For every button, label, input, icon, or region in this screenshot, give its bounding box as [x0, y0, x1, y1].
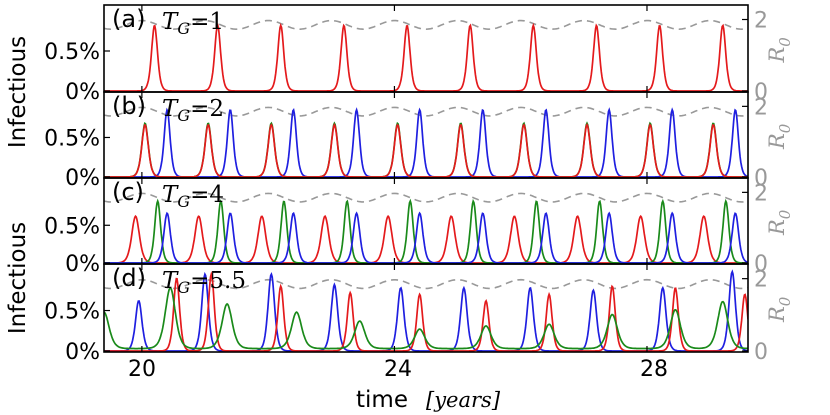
panel-label-c: (c): [112, 178, 144, 206]
y-tick-label-b-0: 0%: [65, 166, 100, 191]
panel-label-a: (a): [112, 5, 145, 33]
panel-label-d: (d): [112, 264, 146, 292]
r0-tick-label-b-1: 2: [754, 95, 768, 120]
r0-axis-title-c: R0: [765, 209, 794, 236]
x-axis-unit: [years]: [426, 388, 501, 412]
series-b-blue: [104, 107, 748, 178]
r0-curve-b: [104, 106, 748, 117]
y-tick-label-b-1: 0.5%: [44, 126, 100, 151]
y-tick-label-d-1: 0.5%: [44, 300, 100, 325]
r0-tick-label-b-0: 0: [754, 166, 768, 191]
r0-axis-title-a: R0: [765, 37, 794, 64]
panel-c: 0% 0.5% 0 2 R0 (c) TG=4: [44, 177, 794, 277]
r0-tick-label-c-0: 0: [754, 252, 768, 277]
series-a-red: [104, 22, 748, 92]
series-c-blue: [104, 211, 748, 264]
panel-d: 0% 0.5% 0 2 R0 (d) TG=5.5: [44, 263, 794, 365]
x-tick-label-20: 20: [128, 357, 156, 382]
r0-tick-label-c-1: 2: [754, 181, 768, 206]
y-tick-label-c-1: 0.5%: [44, 214, 100, 239]
panel-label-b: (b): [112, 92, 146, 120]
r0-curve-d: [104, 278, 748, 290]
r0-axis-title-d: R0: [765, 296, 794, 323]
panel-param-b: TG=2: [162, 96, 224, 125]
y-tick-label-a-0: 0%: [65, 80, 100, 105]
panel-frame-d: [103, 263, 749, 353]
y-tick-label-c-0: 0%: [65, 252, 100, 277]
panel-param-c: TG=4: [162, 182, 224, 211]
panel-param-a: TG=1: [162, 9, 224, 38]
series-b-red: [104, 122, 748, 178]
panel-param-d: TG=5.5: [162, 268, 246, 297]
series-d-green: [104, 286, 748, 350]
x-tick-label-28: 28: [640, 357, 668, 382]
r0-tick-label-a-0: 0: [754, 80, 768, 105]
r0-tick-label-d-1: 2: [754, 268, 768, 293]
series-d-red: [104, 270, 748, 352]
y-tick-label-a-1: 0.5%: [44, 40, 100, 65]
r0-curve-a: [104, 19, 748, 31]
y-axis-title-bottom: Infectious: [5, 222, 31, 334]
r0-tick-label-a-1: 2: [754, 9, 768, 34]
r0-axis-title-b: R0: [765, 123, 794, 150]
x-tick-label-24: 24: [384, 357, 412, 382]
r0-tick-label-d-0: 0: [754, 340, 768, 365]
y-axis-title-top: Infectious: [5, 36, 31, 148]
panel-b: 0% 0.5% 0 2 R0 (b) TG=2: [44, 91, 794, 191]
r0-curve-c: [104, 192, 748, 203]
x-axis-title: time: [356, 387, 408, 413]
y-tick-label-d-0: 0%: [65, 340, 100, 365]
panel-a: 0% 0.5% 0 2 R0 (a) TG=1: [44, 4, 794, 105]
